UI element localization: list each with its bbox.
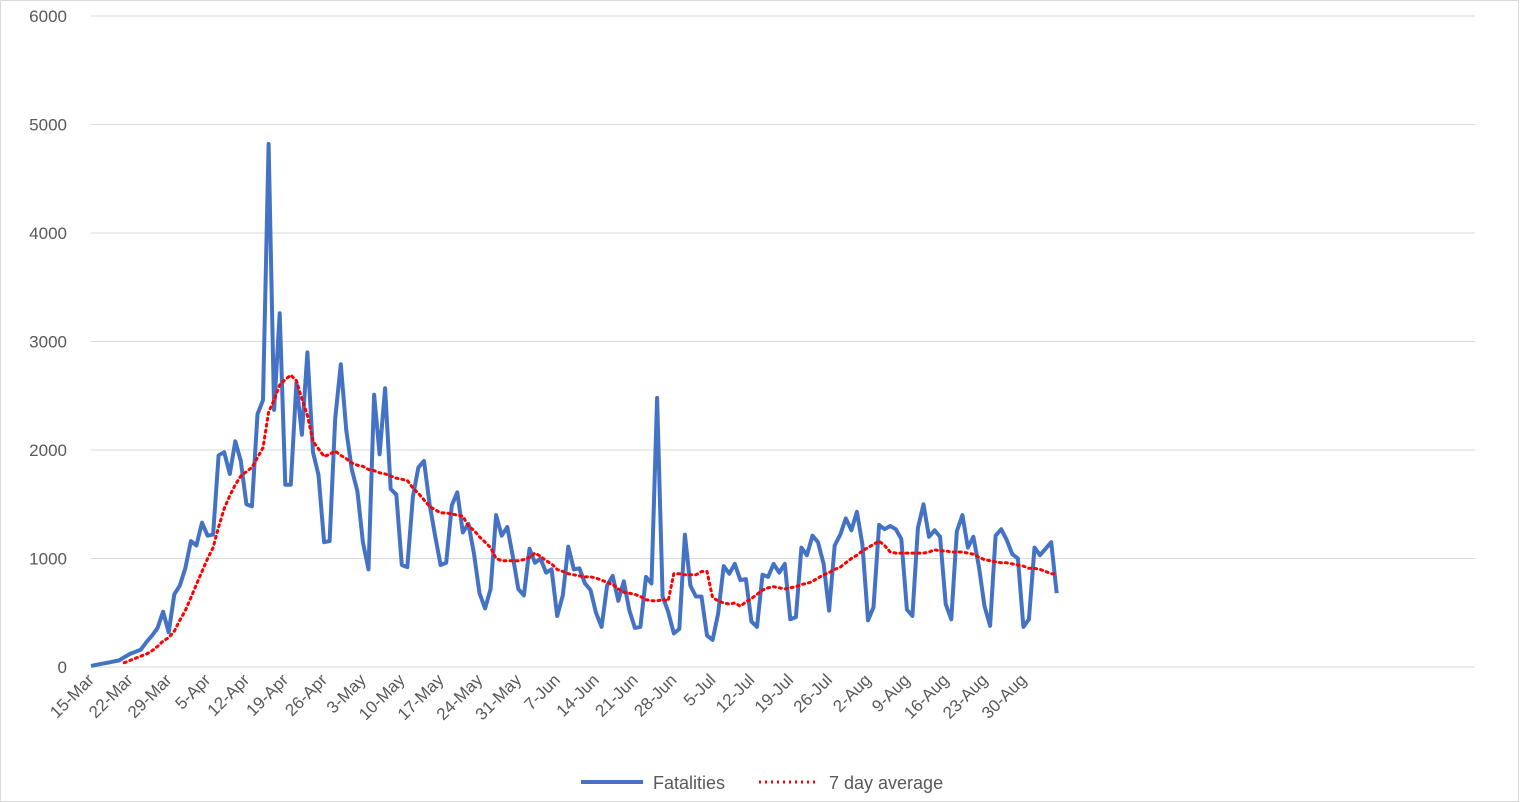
x-tick-label: 14-Jun xyxy=(553,670,603,720)
x-tick-label: 29-Mar xyxy=(124,670,176,722)
y-tick-label: 5000 xyxy=(29,116,67,135)
y-tick-label: 0 xyxy=(58,658,67,677)
series-line-7-day-average xyxy=(122,373,1059,665)
legend: Fatalities 7 day average xyxy=(581,773,943,793)
series-line-fatalities xyxy=(90,142,1059,668)
y-tick-label: 3000 xyxy=(29,333,67,352)
x-tick-label: 30-Aug xyxy=(978,670,1030,722)
x-tick-label: 12-Jul xyxy=(712,670,758,716)
gridlines xyxy=(91,15,1475,668)
x-tick-label: 19-Apr xyxy=(243,670,293,720)
x-tick-label: 12-Apr xyxy=(204,670,254,720)
legend-label-7-day-average: 7 day average xyxy=(829,773,943,793)
x-tick-label: 21-Jun xyxy=(592,670,642,720)
series-lines xyxy=(90,142,1059,668)
x-tick-label: 26-Apr xyxy=(281,670,331,720)
y-tick-label: 2000 xyxy=(29,441,67,460)
x-axis-tick-labels: 15-Mar22-Mar29-Mar5-Apr12-Apr19-Apr26-Ap… xyxy=(46,670,1030,724)
y-tick-label: 6000 xyxy=(29,7,67,26)
x-tick-label: 26-Jul xyxy=(790,670,836,716)
y-tick-label: 4000 xyxy=(29,224,67,243)
y-tick-label: 1000 xyxy=(29,550,67,569)
x-tick-label: 28-Jun xyxy=(630,670,680,720)
legend-label-fatalities: Fatalities xyxy=(653,773,725,793)
y-axis-tick-labels: 0 1000 2000 3000 4000 5000 6000 xyxy=(29,7,67,677)
x-tick-label: 2-Aug xyxy=(829,670,875,716)
x-tick-label: 19-Jul xyxy=(751,670,797,716)
